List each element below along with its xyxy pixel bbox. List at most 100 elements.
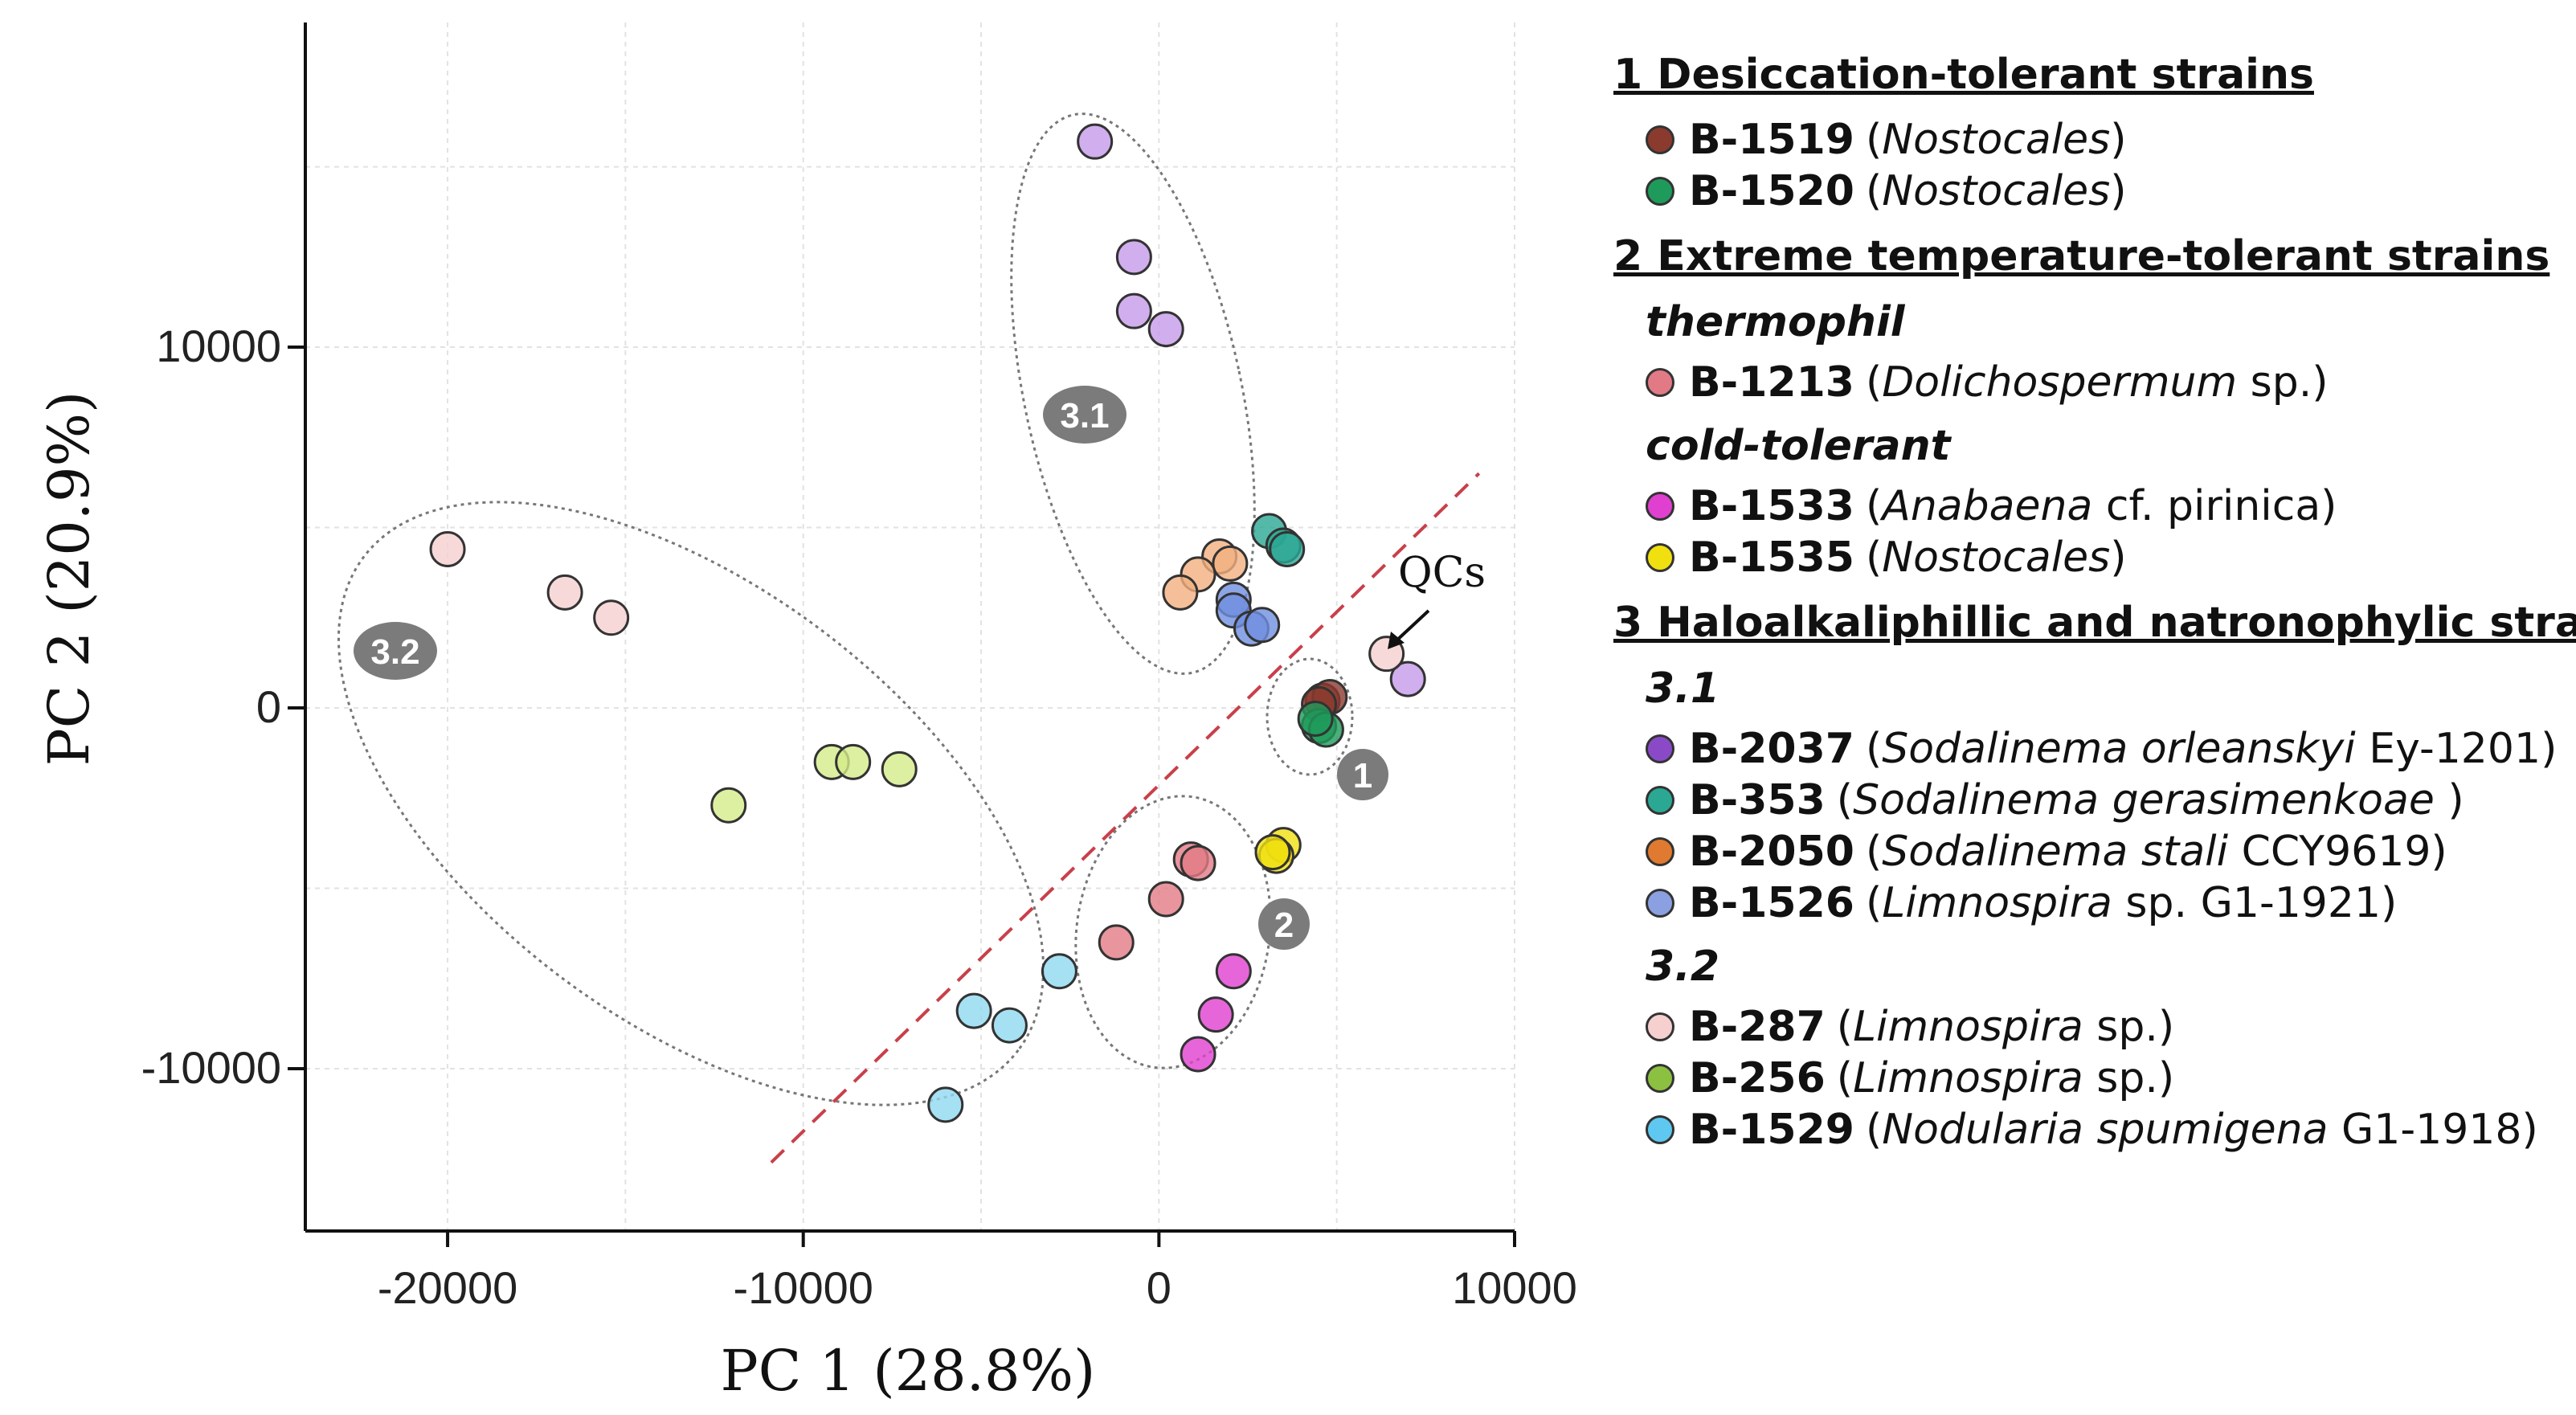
- y-tick-label: 10000: [156, 321, 281, 371]
- cluster-badge: [1258, 898, 1310, 950]
- legend-item: B-1529 (Nodularia spumigena G1-1918): [1646, 1104, 2570, 1155]
- cluster-badge-label: 1: [1353, 756, 1372, 795]
- legend-spacer: [1613, 217, 2570, 228]
- cluster-ellipse: [337, 501, 1045, 1106]
- legend-group-title: 2 Extreme temperature-tolerant strains: [1613, 232, 2550, 280]
- legend-taxon: (Limnospira sp. G1-1921): [1865, 879, 2398, 927]
- legend-marker: [1646, 837, 1674, 866]
- legend-item: B-256 (Limnospira sp.): [1646, 1053, 2570, 1104]
- tick-labels: -20000 -10000 0 10000 10000 0 -10000: [141, 321, 1577, 1313]
- cluster-badge: [354, 622, 437, 680]
- legend-strain-code: B-1535: [1689, 534, 1854, 582]
- legend-strain-code: B-2050: [1689, 828, 1854, 876]
- legend-strain-code: B-2037: [1689, 725, 1854, 773]
- legend-marker: [1646, 1064, 1674, 1093]
- cluster-badge-label: 3.2: [370, 632, 419, 672]
- data-point-b-2037: [1115, 292, 1152, 329]
- legend-spacer: [1613, 1155, 2570, 1167]
- data-point-b-287: [546, 574, 583, 611]
- data-points: [429, 123, 1426, 1123]
- y-axis-title: PC 2 (20.9%): [36, 391, 102, 767]
- legend-strain-code: B-1526: [1689, 879, 1854, 927]
- y-tick-label: -10000: [141, 1042, 281, 1093]
- cluster-badge: [1337, 749, 1388, 800]
- legend-strain-code: B-353: [1689, 776, 1826, 824]
- legend-item: B-1535 (Nostocales): [1646, 532, 2570, 583]
- legend-strain-code: B-287: [1689, 1003, 1826, 1051]
- data-point-b-1213: [1180, 845, 1216, 881]
- legend-taxon: (Sodalinema gerasimenkoae ): [1836, 776, 2464, 824]
- divider-line: [770, 472, 1481, 1164]
- legend-marker: [1646, 889, 1674, 918]
- data-point-b-1533: [1180, 1036, 1216, 1073]
- legend-item: B-2050 (Sodalinema stali CCY9619): [1646, 826, 2570, 877]
- legend-taxon: (Anabaena cf. pirinica): [1865, 482, 2337, 530]
- legend-marker: [1646, 177, 1674, 206]
- legend-marker: [1646, 125, 1674, 154]
- data-point-b-2050: [1212, 545, 1249, 582]
- x-tick-label: -10000: [734, 1262, 873, 1313]
- grid-lines: [305, 22, 1515, 1231]
- cluster-ellipses: [337, 112, 1354, 1106]
- legend-subgroup-label: cold-tolerant: [1646, 422, 1951, 470]
- legend-item: B-2037 (Sodalinema orleanskyi Ey-1201): [1646, 723, 2570, 775]
- legend-item: B-1526 (Limnospira sp. G1-1921): [1646, 877, 2570, 929]
- cluster-ellipse: [1074, 795, 1272, 1069]
- legend-taxon: (Nostocales): [1865, 167, 2127, 215]
- data-point-b-1533: [1197, 996, 1234, 1033]
- data-point-b-1526: [1244, 607, 1281, 644]
- x-axis-title: PC 1 (28.8%): [721, 1338, 1096, 1404]
- qc-annotation: QCs: [1388, 549, 1486, 649]
- legend: 1 Desiccation-tolerant strains B-1519 (Nos…: [1613, 47, 2576, 1167]
- data-point-b-2037: [1389, 660, 1426, 697]
- data-point-b-1520: [1297, 700, 1334, 737]
- data-point-b-1529: [991, 1007, 1028, 1044]
- data-point-b-256: [710, 787, 747, 824]
- qc-label: QCs: [1398, 549, 1486, 597]
- legend-taxon: (Dolichospermum sp.): [1865, 358, 2329, 407]
- qc-arrow: [1392, 609, 1430, 644]
- legend-spacer: [1613, 408, 2570, 419]
- qc-arrowhead: [1388, 632, 1405, 649]
- legend-taxon: (Limnospira sp.): [1836, 1054, 2175, 1102]
- legend-taxon: (Nodularia spumigena G1-1918): [1865, 1106, 2538, 1154]
- data-point-b-2037: [1147, 311, 1184, 348]
- data-point-b-1533: [1215, 953, 1252, 990]
- data-point-b-287: [429, 530, 466, 567]
- data-point-b-2037: [1115, 239, 1152, 276]
- legend-group-title: 1 Desiccation-tolerant strains: [1613, 51, 2314, 99]
- legend-marker: [1646, 734, 1674, 763]
- y-tick-label: 0: [256, 681, 281, 732]
- cluster-labels: 3.1 3.2 1 2: [354, 386, 1388, 950]
- data-point-b-353: [1269, 530, 1306, 567]
- legend-item: B-1533 (Anabaena cf. pirinica): [1646, 481, 2570, 532]
- legend-item: B-1519 (Nostocales): [1646, 114, 2570, 166]
- legend-marker: [1646, 1115, 1674, 1144]
- legend-marker: [1646, 492, 1674, 521]
- legend-group-title: 3 Haloalkaliphillic and natronophylic st…: [1613, 599, 2576, 647]
- legend-strain-code: B-1520: [1689, 167, 1854, 215]
- legend-item: B-287 (Limnospira sp.): [1646, 1001, 2570, 1053]
- axes: [288, 22, 1516, 1247]
- data-point-b-287: [593, 599, 630, 636]
- legend-item: B-1213 (Dolichospermum sp.): [1646, 357, 2570, 408]
- legend-marker: [1646, 368, 1674, 397]
- legend-item: B-1520 (Nostocales): [1646, 166, 2570, 217]
- legend-subgroup-label: thermophil: [1646, 298, 1905, 346]
- legend-taxon: (Nostocales): [1865, 116, 2127, 164]
- cluster-badge: [1043, 386, 1126, 444]
- legend-strain-code: B-1529: [1689, 1106, 1854, 1154]
- data-point-b-2037: [1077, 123, 1114, 160]
- cluster-ellipse: [1266, 657, 1354, 776]
- data-point-b-1529: [927, 1086, 964, 1123]
- legend-marker: [1646, 1012, 1674, 1041]
- legend-subgroup-label: 3.1: [1646, 665, 1720, 713]
- data-point-b-2050: [1162, 574, 1199, 611]
- data-point-b-1529: [955, 992, 992, 1029]
- data-point-b-256: [835, 743, 872, 780]
- legend-strain-code: B-256: [1689, 1054, 1826, 1102]
- legend-strain-code: B-1213: [1689, 358, 1854, 407]
- data-point-b-1213: [1098, 924, 1135, 961]
- legend-taxon: (Nostocales): [1865, 534, 2127, 582]
